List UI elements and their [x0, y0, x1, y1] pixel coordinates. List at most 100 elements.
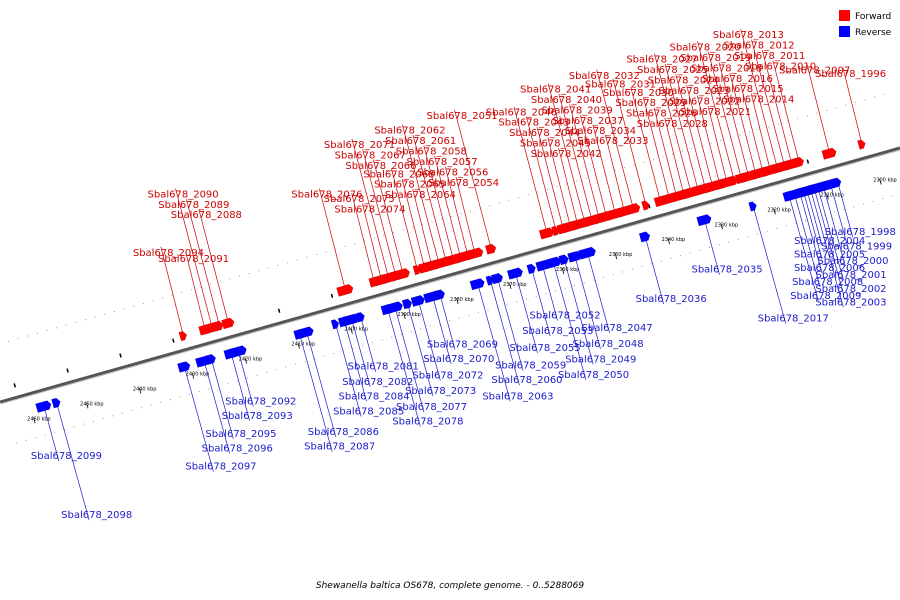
tick-mark — [614, 253, 618, 260]
tick-label: 2460 kbp — [27, 416, 51, 422]
forward-gene-label: Sbal678_2090 — [148, 190, 219, 201]
label-leader-line — [455, 176, 476, 254]
forward-gene-label: Sbal678_2051 — [427, 111, 498, 122]
reverse-gene-label: Sbal678_2098 — [61, 510, 132, 521]
label-leader-line — [842, 67, 863, 145]
label-leader-line — [697, 41, 735, 181]
label-leader-line — [444, 166, 469, 256]
tick-label: 2440 kbp — [133, 386, 157, 392]
forward-gene-label: Sbal678_2022 — [669, 96, 740, 107]
forward-gene-label: Sbal678_2028 — [637, 119, 708, 130]
gene-block — [567, 250, 582, 263]
gene-block — [653, 195, 666, 208]
label-leader-line — [175, 188, 213, 328]
reverse-gene-blocks — [35, 177, 842, 413]
gene-block — [556, 223, 569, 235]
forward-gene-label: Sbal678_2041 — [520, 84, 591, 95]
gene-block — [330, 319, 340, 330]
backbone-tick — [172, 338, 175, 343]
label-leader-line — [299, 333, 333, 452]
forward-gene-label: Sbal678_2044 — [509, 128, 580, 139]
reverse-gene-label: Sbal678_2063 — [482, 391, 553, 402]
label-leader-line — [351, 319, 371, 387]
reverse-gene-label: Sbal678_2003 — [815, 297, 886, 308]
label-leader-line — [761, 49, 793, 165]
label-leader-line — [592, 124, 616, 214]
forward-gene-label: Sbal678_2091 — [158, 254, 229, 265]
gene-block — [221, 317, 235, 330]
label-leader-line — [707, 51, 742, 179]
label-leader-line — [830, 184, 850, 252]
tick-mark — [191, 372, 195, 379]
label-leader-line — [434, 155, 461, 258]
forward-gene-label: Sbal678_2039 — [542, 105, 613, 116]
reverse-gene-label: Sbal678_2052 — [529, 310, 600, 321]
label-leader-line — [799, 192, 823, 273]
gene-block — [178, 331, 187, 342]
backbone-tick — [806, 159, 810, 164]
gene-block — [782, 190, 795, 202]
label-leader-line — [810, 189, 844, 308]
forward-gene-label: Sbal678_2043 — [498, 118, 569, 129]
tick-mark — [297, 342, 300, 349]
tick-label: 2420 kbp — [239, 357, 263, 363]
backbone-tick — [330, 293, 334, 298]
forward-gene-label: Sbal678_2014 — [723, 95, 794, 106]
reverse-gene-label: Sbal678_2078 — [392, 417, 463, 428]
forward-gene-label: Sbal678_2068 — [363, 169, 434, 180]
legend-forward-swatch — [839, 10, 850, 21]
tick-label: 2300 kbp — [873, 177, 897, 183]
label-leader-line — [526, 116, 557, 231]
reverse-gene-label: Sbal678_2070 — [423, 354, 494, 365]
gene-block — [484, 243, 497, 255]
forward-gene-label: Sbal678_2046 — [486, 108, 557, 119]
label-leader-line — [817, 187, 844, 281]
label-leader-line — [686, 84, 713, 187]
forward-gene-label: Sbal678_2011 — [734, 51, 805, 62]
label-leader-line — [439, 294, 456, 350]
label-leader-line — [630, 87, 661, 202]
reverse-gene-label: Sbal678_2099 — [31, 451, 102, 462]
label-leader-line — [803, 191, 823, 260]
reverse-gene-label: Sbal678_1999 — [821, 242, 892, 253]
tick-mark — [86, 402, 89, 409]
gene-block — [35, 400, 52, 413]
forward-label-lines — [160, 29, 863, 336]
label-leader-line — [387, 309, 421, 427]
label-leader-line — [752, 205, 787, 324]
tick-mark — [138, 387, 142, 394]
forward-gene-label: Sbal678_2029 — [615, 98, 686, 109]
reverse-gene-label: Sbal678_2002 — [815, 284, 886, 295]
label-leader-line — [542, 265, 558, 321]
label-leader-line — [788, 195, 819, 301]
gene-block — [641, 200, 650, 211]
tick-label: 2350 kbp — [609, 252, 633, 258]
tick-mark — [350, 327, 353, 334]
forward-gene-label: Sbal678_2033 — [577, 136, 648, 147]
reverse-gene-label: Sbal678_2053 — [522, 326, 593, 337]
backbone-line — [0, 146, 900, 404]
gene-block — [337, 316, 351, 328]
reverse-gene-label: Sbal678_2000 — [817, 256, 888, 267]
label-leader-line — [772, 60, 800, 163]
genome-backbone — [0, 93, 900, 445]
legend-forward-label: Forward — [855, 12, 891, 22]
forward-gene-label: Sbal678_2064 — [385, 190, 456, 201]
label-leader-line — [306, 331, 337, 438]
legend: Forward Reverse — [839, 10, 892, 38]
tick-mark — [561, 268, 565, 275]
label-leader-line — [185, 253, 206, 330]
forward-gene-label: Sbal678_2027 — [626, 55, 697, 66]
reverse-gene-label: Sbal678_2093 — [222, 411, 293, 422]
reverse-gene-label: Sbal678_2086 — [308, 427, 379, 438]
forward-gene-label: Sbal678_2016 — [702, 74, 773, 85]
label-leader-line — [531, 268, 551, 337]
label-leader-line — [740, 83, 764, 173]
forward-gene-label: Sbal678_2019 — [680, 53, 751, 64]
tick-mark — [509, 283, 512, 290]
reverse-gene-label: Sbal678_1998 — [825, 227, 896, 238]
reverse-gene-label: Sbal678_2060 — [491, 375, 562, 386]
forward-gene-label: Sbal678_2042 — [531, 149, 602, 160]
label-leader-line — [362, 203, 382, 280]
gene-block — [821, 147, 837, 160]
